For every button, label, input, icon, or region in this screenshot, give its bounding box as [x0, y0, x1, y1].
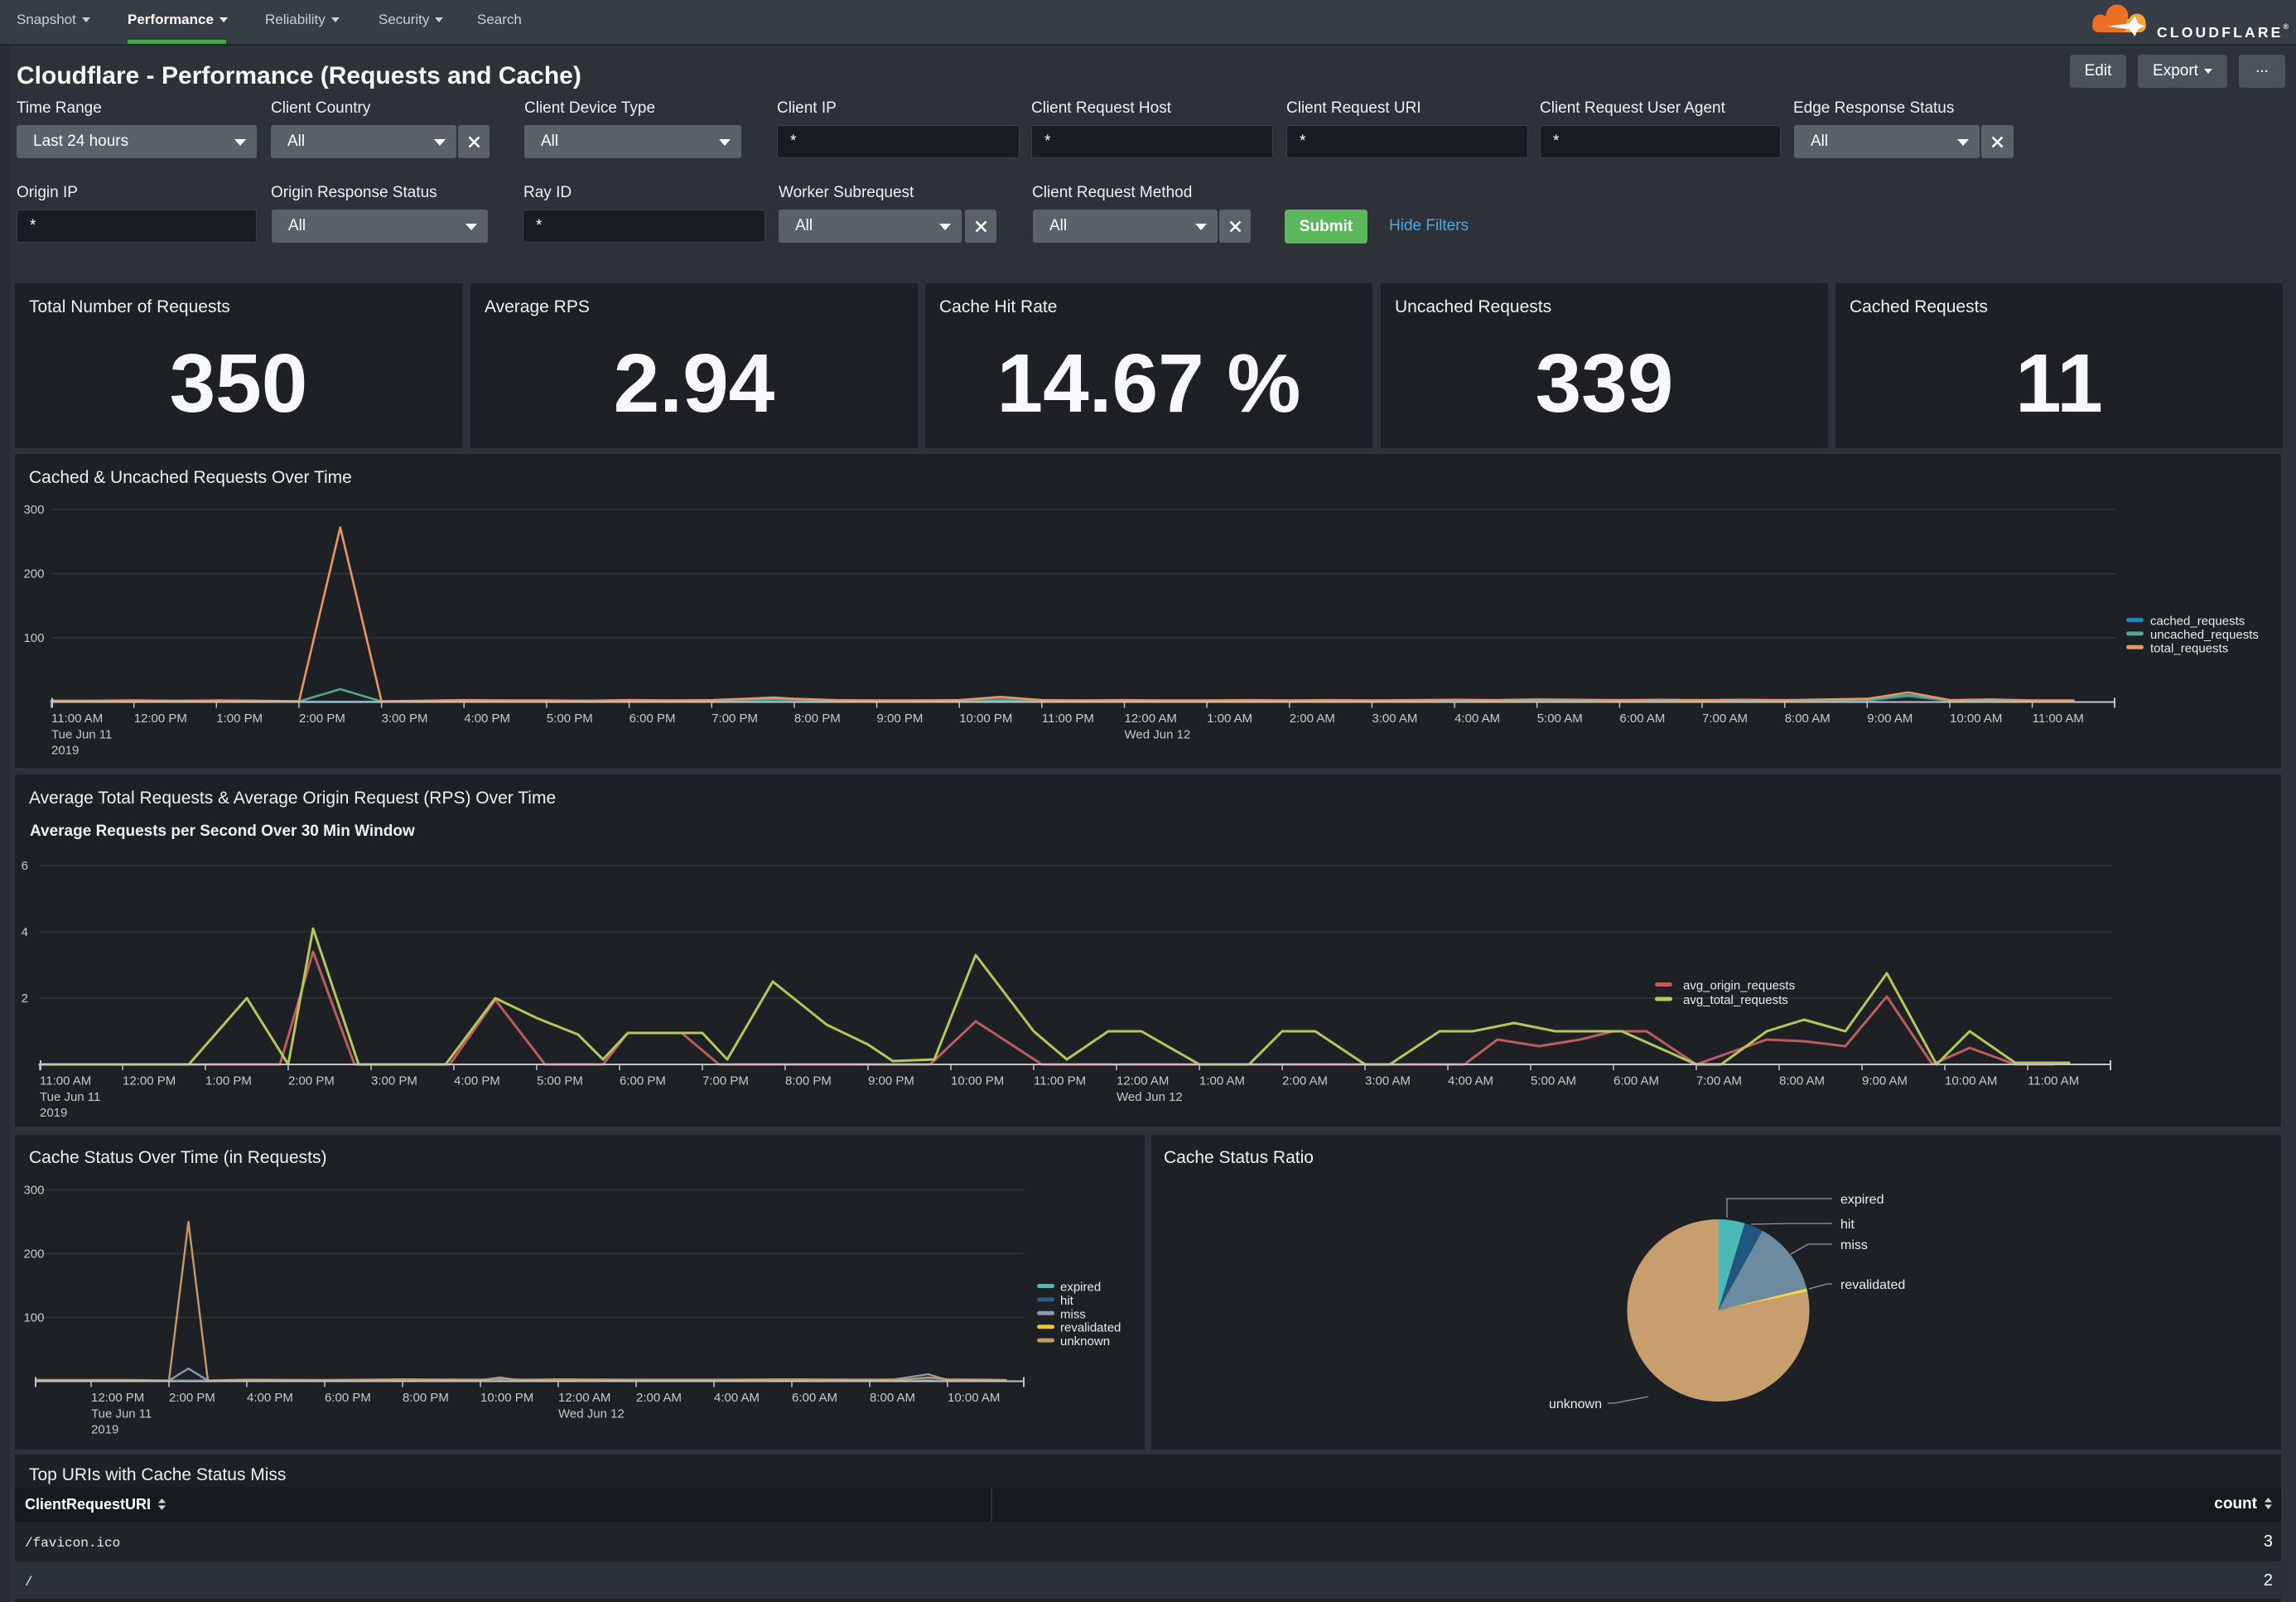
svg-text:miss: miss [1840, 1238, 1868, 1252]
svg-text:1:00 PM: 1:00 PM [205, 1074, 252, 1088]
svg-text:2:00 AM: 2:00 AM [636, 1391, 682, 1405]
svg-text:9:00 AM: 9:00 AM [1862, 1074, 1908, 1088]
svg-text:7:00 AM: 7:00 AM [1696, 1074, 1742, 1088]
svg-text:1:00 PM: 1:00 PM [216, 712, 263, 726]
svg-text:4:00 PM: 4:00 PM [464, 712, 510, 726]
svg-text:unknown: unknown [1549, 1397, 1602, 1411]
svg-text:expired: expired [1060, 1281, 1101, 1295]
svg-text:expired: expired [1840, 1193, 1884, 1207]
svg-text:2:00 AM: 2:00 AM [1290, 712, 1335, 726]
svg-text:200: 200 [23, 567, 44, 581]
svg-text:2: 2 [22, 992, 28, 1006]
svg-text:avg_origin_requests: avg_origin_requests [1683, 979, 1795, 993]
svg-text:1:00 AM: 1:00 AM [1207, 712, 1252, 726]
svg-text:Tue Jun 11: Tue Jun 11 [51, 727, 112, 741]
svg-text:12:00 PM: 12:00 PM [91, 1391, 144, 1405]
svg-text:10:00 AM: 10:00 AM [1945, 1074, 1997, 1088]
svg-text:12:00 PM: 12:00 PM [134, 712, 187, 726]
svg-text:2019: 2019 [91, 1423, 118, 1437]
svg-text:100: 100 [23, 1311, 44, 1325]
svg-text:11:00 AM: 11:00 AM [2028, 1074, 2079, 1088]
svg-text:3:00 AM: 3:00 AM [1372, 712, 1417, 726]
svg-text:6:00 AM: 6:00 AM [1619, 712, 1665, 726]
svg-text:11:00 PM: 11:00 PM [1034, 1074, 1086, 1088]
svg-text:11:00 AM: 11:00 AM [51, 712, 103, 726]
svg-text:3:00 PM: 3:00 PM [382, 712, 428, 726]
svg-text:4: 4 [22, 925, 28, 939]
svg-text:6:00 PM: 6:00 PM [325, 1391, 371, 1405]
svg-text:9:00 PM: 9:00 PM [868, 1074, 914, 1088]
svg-text:hit: hit [1060, 1294, 1074, 1308]
svg-text:5:00 AM: 5:00 AM [1537, 712, 1583, 726]
svg-text:7:00 PM: 7:00 PM [711, 712, 758, 726]
svg-text:4:00 AM: 4:00 AM [714, 1391, 760, 1405]
svg-text:Wed Jun 12: Wed Jun 12 [1117, 1090, 1183, 1104]
svg-text:7:00 AM: 7:00 AM [1702, 712, 1748, 726]
svg-text:6:00 AM: 6:00 AM [1613, 1074, 1659, 1088]
svg-text:1:00 AM: 1:00 AM [1199, 1074, 1245, 1088]
svg-text:miss: miss [1060, 1307, 1086, 1321]
svg-text:Tue Jun 11: Tue Jun 11 [40, 1090, 100, 1104]
svg-text:4:00 AM: 4:00 AM [1448, 1074, 1493, 1088]
svg-text:4:00 AM: 4:00 AM [1454, 712, 1500, 726]
svg-text:12:00 PM: 12:00 PM [123, 1074, 176, 1088]
svg-text:9:00 PM: 9:00 PM [877, 712, 924, 726]
svg-text:6:00 PM: 6:00 PM [629, 712, 676, 726]
svg-text:100: 100 [23, 631, 44, 645]
svg-text:12:00 AM: 12:00 AM [1125, 712, 1177, 726]
svg-text:12:00 AM: 12:00 AM [558, 1391, 610, 1405]
svg-text:10:00 PM: 10:00 PM [959, 712, 1012, 726]
svg-text:8:00 PM: 8:00 PM [403, 1391, 449, 1405]
svg-text:3:00 PM: 3:00 PM [371, 1074, 417, 1088]
svg-text:6:00 AM: 6:00 AM [792, 1391, 837, 1405]
svg-text:Tue Jun 11: Tue Jun 11 [91, 1407, 152, 1421]
svg-text:8:00 AM: 8:00 AM [870, 1391, 915, 1405]
svg-text:8:00 PM: 8:00 PM [785, 1074, 832, 1088]
svg-text:6:00 PM: 6:00 PM [620, 1074, 666, 1088]
svg-text:10:00 AM: 10:00 AM [1950, 712, 2002, 726]
svg-text:revalidated: revalidated [1840, 1278, 1905, 1292]
svg-text:2019: 2019 [51, 744, 79, 758]
svg-text:uncached_requests: uncached_requests [2150, 628, 2259, 642]
svg-text:8:00 PM: 8:00 PM [794, 712, 841, 726]
svg-text:11:00 AM: 11:00 AM [2033, 712, 2084, 726]
svg-text:total_requests: total_requests [2150, 641, 2228, 655]
svg-text:8:00 AM: 8:00 AM [1785, 712, 1831, 726]
svg-text:2019: 2019 [40, 1106, 67, 1120]
svg-text:5:00 AM: 5:00 AM [1531, 1074, 1576, 1088]
svg-text:unknown: unknown [1060, 1334, 1110, 1349]
svg-text:6: 6 [22, 859, 28, 873]
svg-text:3:00 AM: 3:00 AM [1365, 1074, 1411, 1088]
svg-text:hit: hit [1840, 1218, 1855, 1232]
svg-text:300: 300 [23, 503, 44, 517]
svg-text:Wed Jun 12: Wed Jun 12 [558, 1407, 625, 1421]
svg-text:10:00 PM: 10:00 PM [480, 1391, 533, 1405]
svg-text:12:00 AM: 12:00 AM [1117, 1074, 1169, 1088]
svg-text:2:00 PM: 2:00 PM [169, 1391, 215, 1405]
svg-text:4:00 PM: 4:00 PM [247, 1391, 293, 1405]
svg-text:cached_requests: cached_requests [2150, 615, 2245, 629]
svg-text:9:00 AM: 9:00 AM [1867, 712, 1913, 726]
svg-text:10:00 AM: 10:00 AM [948, 1391, 1000, 1405]
svg-text:7:00 PM: 7:00 PM [702, 1074, 749, 1088]
svg-text:2:00 PM: 2:00 PM [288, 1074, 335, 1088]
svg-text:5:00 PM: 5:00 PM [547, 712, 593, 726]
svg-text:2:00 AM: 2:00 AM [1282, 1074, 1328, 1088]
svg-text:300: 300 [23, 1184, 44, 1198]
svg-text:200: 200 [23, 1247, 44, 1262]
svg-text:8:00 AM: 8:00 AM [1779, 1074, 1825, 1088]
svg-text:11:00 PM: 11:00 PM [1042, 712, 1094, 726]
svg-text:10:00 PM: 10:00 PM [951, 1074, 1004, 1088]
svg-text:11:00 AM: 11:00 AM [40, 1074, 91, 1088]
svg-text:5:00 PM: 5:00 PM [537, 1074, 583, 1088]
svg-text:revalidated: revalidated [1060, 1321, 1121, 1335]
svg-text:2:00 PM: 2:00 PM [299, 712, 345, 726]
svg-text:4:00 PM: 4:00 PM [454, 1074, 500, 1088]
svg-text:avg_total_requests: avg_total_requests [1683, 993, 1788, 1007]
svg-text:Wed Jun 12: Wed Jun 12 [1125, 727, 1191, 741]
